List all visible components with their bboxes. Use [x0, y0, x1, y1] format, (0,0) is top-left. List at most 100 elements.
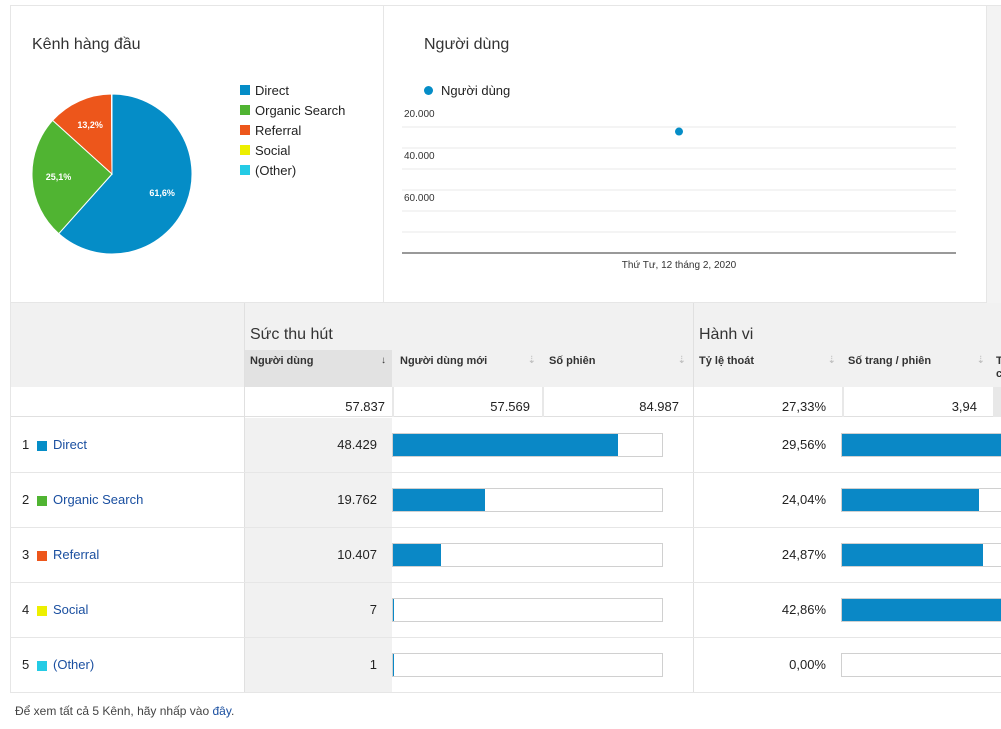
- users-bar-track: [392, 598, 663, 622]
- col-cut-label-2: c: [996, 368, 1001, 380]
- pie-slice-organic-search[interactable]: [31, 119, 113, 235]
- channels-table: Sức thu hút Hành vi Người dùng ↓ Người d…: [10, 303, 1001, 693]
- pie-slice-referral[interactable]: [51, 93, 113, 176]
- users-column-bg: [245, 418, 392, 692]
- legend-item: Social: [240, 140, 345, 160]
- channel-link[interactable]: Direct: [53, 437, 87, 452]
- col-users-label: Người dùng: [250, 355, 314, 367]
- cell-divider: [842, 387, 844, 417]
- users-bar-track: [392, 653, 663, 677]
- legend-item: (Other): [240, 160, 345, 180]
- pie-slice-label: 61,6%: [149, 188, 175, 198]
- view-all-link[interactable]: đây: [212, 704, 231, 718]
- col-cut-header[interactable]: T c: [993, 350, 1001, 387]
- users-value: 10.407: [337, 547, 377, 562]
- col-bounce-header[interactable]: Tỷ lệ thoát ⇣: [694, 350, 842, 387]
- totals-row: [11, 387, 1001, 417]
- legend-dot: [424, 86, 433, 95]
- bounce-value: 24,87%: [781, 547, 826, 562]
- top-channels-card: Kênh hàng đầu 61,6% 25,1% 13,2% Direct Orga…: [10, 5, 383, 303]
- total-pages: 3,94: [951, 399, 977, 414]
- row-index: 4: [22, 602, 30, 617]
- bounce-value: 0,00%: [789, 657, 826, 672]
- table-row: 1 Direct 48.429 29,56%: [11, 418, 1001, 473]
- channel-link[interactable]: Referral: [53, 547, 100, 562]
- bounce-value: 24,04%: [781, 492, 826, 507]
- next-card-edge: [987, 5, 1001, 303]
- total-new-users: 57.569: [490, 399, 530, 414]
- users-chart: 60.000 40.000 20.000 Thứ Tư, 12 tháng 2, 20…: [402, 109, 956, 271]
- users-value: 1: [369, 657, 377, 672]
- users-bar-fill: [393, 599, 394, 621]
- col-cut-label: T: [996, 355, 1001, 367]
- sort-desc-icon: ↓: [381, 355, 386, 366]
- pie-chart: 61,6% 25,1% 13,2%: [31, 93, 193, 255]
- legend-label: Direct: [255, 82, 289, 98]
- bounce-bar-track: [841, 488, 1001, 512]
- row-index: 1: [22, 437, 30, 452]
- legend-swatch: [240, 145, 250, 155]
- total-bounce: 27,33%: [781, 399, 826, 414]
- legend-swatch: [240, 105, 250, 115]
- y-tick-label: 40.000: [404, 151, 435, 162]
- legend-swatch: [240, 85, 250, 95]
- users-value: 19.762: [337, 492, 377, 507]
- legend-swatch: [240, 125, 250, 135]
- total-sessions: 84.987: [639, 399, 679, 414]
- legend-label: Organic Search: [255, 102, 346, 118]
- footer-text: Để xem tất cả 5 Kênh, hãy nhấp vào: [15, 704, 213, 718]
- users-card: Người dùng Người dùng 60.000 40.000 20.000…: [383, 5, 987, 303]
- legend-label: Social: [255, 142, 291, 158]
- channel-color-swatch: [37, 551, 47, 561]
- channel-color-swatch: [37, 441, 47, 451]
- bounce-bar-fill: [842, 544, 984, 566]
- users-card-title: Người dùng: [424, 36, 510, 53]
- bounce-bar-fill: [842, 434, 1001, 456]
- sort-icon: ⇣: [827, 355, 836, 366]
- users-bar-track: [392, 433, 663, 457]
- row-index: 3: [22, 547, 30, 562]
- channel-link[interactable]: Organic Search: [53, 492, 144, 507]
- row-index: 5: [22, 657, 30, 672]
- users-legend-label: Người dùng: [441, 83, 511, 98]
- y-tick-label: 60.000: [404, 193, 435, 204]
- col-sessions-header[interactable]: Số phiên ⇣: [544, 350, 692, 387]
- users-bar-fill: [393, 654, 394, 676]
- column-divider: [693, 303, 694, 692]
- y-tick-label: 20.000: [404, 109, 435, 120]
- col-new-users-header[interactable]: Người dùng mới ⇣: [394, 350, 542, 387]
- column-divider: [244, 303, 245, 692]
- group-behavior: Hành vi: [699, 326, 754, 343]
- cell-divider: [542, 387, 544, 417]
- bounce-bar-track: [841, 653, 1001, 677]
- legend-label: Referral: [255, 122, 302, 138]
- col-users-header[interactable]: Người dùng ↓: [245, 350, 392, 387]
- pie-slice-direct[interactable]: [58, 93, 193, 255]
- legend-item: Organic Search: [240, 100, 345, 120]
- users-bar-fill: [393, 544, 442, 566]
- channel-color-swatch: [37, 661, 47, 671]
- footer-end: .: [230, 704, 235, 718]
- sort-icon: ⇣: [527, 355, 536, 366]
- users-value: 48.429: [337, 437, 377, 452]
- col-bounce-label: Tỷ lệ thoát: [699, 355, 755, 367]
- total-users: 57.837: [345, 399, 385, 414]
- pie-legend: Direct Organic Search Referral Social (Other…: [240, 80, 345, 180]
- table-row: 3 Referral 10.407 24,87%: [11, 528, 1001, 583]
- col-sessions-label: Số phiên: [549, 355, 596, 367]
- channel-link[interactable]: Social: [53, 602, 89, 617]
- bounce-value: 42,86%: [781, 602, 826, 617]
- group-acquisition: Sức thu hút: [250, 326, 333, 343]
- bounce-bar-track: [841, 598, 1001, 622]
- data-point[interactable]: [675, 127, 683, 136]
- bounce-bar-fill: [842, 489, 979, 511]
- users-value: 7: [369, 602, 377, 617]
- col-new-users-label: Người dùng mới: [400, 355, 488, 367]
- channel-link[interactable]: (Other): [53, 657, 95, 672]
- users-bar-fill: [393, 489, 485, 511]
- legend-swatch: [240, 165, 250, 175]
- col-pages-header[interactable]: Số trang / phiên ⇣: [843, 350, 991, 387]
- pie-slice-label: 13,2%: [77, 120, 103, 130]
- legend-item: Direct: [240, 80, 345, 100]
- table-row: 2 Organic Search 19.762 24,04%: [11, 473, 1001, 528]
